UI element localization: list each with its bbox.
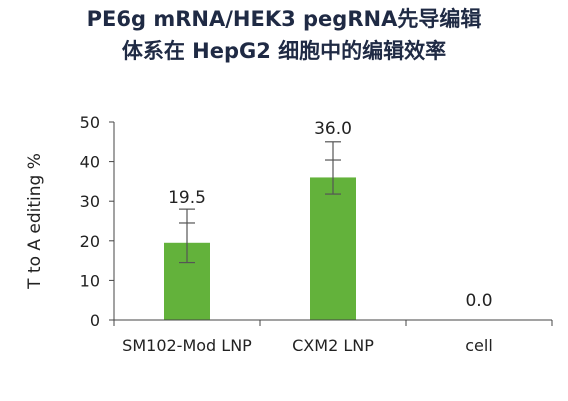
bars — [164, 177, 356, 320]
x-tick-label: cell — [465, 336, 493, 355]
error-bars — [179, 141, 341, 264]
y-axis-label: T to A editing % — [25, 153, 45, 290]
y-tick-label: 30 — [80, 192, 100, 211]
data-label: 19.5 — [168, 188, 206, 208]
y-tick-label: 50 — [80, 113, 100, 132]
data-label: 0.0 — [465, 291, 492, 311]
chart-title-line-2: 体系在 HepG2 细胞中的编辑效率 — [121, 39, 447, 63]
chart-title-line-1: PE6g mRNA/HEK3 pegRNA先导编辑 — [86, 7, 482, 31]
data-label: 36.0 — [314, 119, 352, 139]
y-axis: 0 10 20 30 40 50 — [80, 113, 115, 330]
y-tick-label: 0 — [90, 311, 100, 330]
y-tick-label: 20 — [80, 232, 100, 251]
x-tick-label: CXM2 LNP — [292, 336, 374, 355]
data-labels: 19.5 36.0 0.0 — [168, 119, 492, 311]
y-tick-label: 40 — [80, 153, 100, 172]
x-axis: SM102-Mod LNP CXM2 LNP cell — [113, 319, 553, 355]
x-tick-label: SM102-Mod LNP — [122, 336, 252, 355]
bar — [310, 177, 356, 320]
y-tick-label: 10 — [80, 271, 100, 290]
